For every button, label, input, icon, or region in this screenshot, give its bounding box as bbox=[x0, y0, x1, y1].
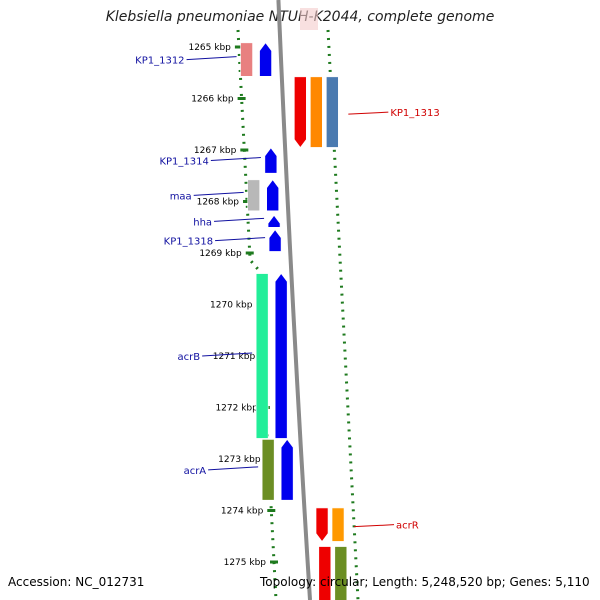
gene-label-leader bbox=[202, 352, 253, 357]
gene-label: acrR bbox=[396, 521, 419, 532]
scale-tick-label: 1275 kbp bbox=[224, 558, 267, 568]
gene-feature bbox=[259, 42, 272, 77]
scale-tick-label: 1266 kbp bbox=[191, 95, 234, 105]
gene-label-leader bbox=[215, 237, 266, 242]
gene-label: acrB bbox=[178, 352, 201, 363]
scale-tick-label: 1270 kbp bbox=[210, 301, 253, 311]
gene-label-leader bbox=[208, 466, 259, 471]
gene-feature bbox=[315, 507, 329, 542]
gene-label-leader bbox=[348, 111, 389, 115]
gene-feature bbox=[326, 76, 339, 148]
gene-label-leader bbox=[210, 157, 261, 162]
gene-label: maa bbox=[170, 191, 192, 202]
topology-text: Topology: circular; Length: 5,248,520 bp… bbox=[260, 575, 590, 589]
scale-tick-label: 1269 kbp bbox=[199, 249, 242, 259]
scale-tick-label: 1267 kbp bbox=[194, 146, 237, 156]
gene-feature bbox=[261, 439, 275, 501]
scale-tick-label: 1268 kbp bbox=[197, 198, 240, 208]
gene-feature bbox=[266, 179, 280, 212]
gene-label-leader bbox=[214, 217, 265, 222]
gene-feature bbox=[334, 546, 348, 600]
genome-backbone bbox=[276, 0, 312, 600]
scale-tick-label: 1273 kbp bbox=[218, 455, 261, 465]
gene-label-leader bbox=[354, 524, 395, 528]
gene-feature bbox=[247, 179, 261, 212]
scale-tick-label: 1272 kbp bbox=[215, 404, 258, 414]
gene-label: KP1_1314 bbox=[159, 157, 208, 168]
gene-feature bbox=[310, 76, 323, 148]
gene-label: KP1_1312 bbox=[135, 56, 184, 67]
scale-tick-label: 1271 kbp bbox=[213, 352, 256, 362]
gene-feature bbox=[274, 273, 288, 439]
gene-feature bbox=[318, 546, 332, 600]
gene-feature bbox=[331, 507, 345, 542]
gene-label-leader bbox=[186, 56, 237, 61]
scale-tick-label: 1274 kbp bbox=[221, 507, 264, 517]
gene-label: acrA bbox=[184, 466, 207, 477]
gene-feature bbox=[280, 438, 294, 501]
gene-feature bbox=[255, 273, 269, 439]
scale-tick-label: 1265 kbp bbox=[188, 43, 231, 53]
gene-feature bbox=[267, 214, 281, 228]
gene-feature bbox=[268, 229, 282, 252]
gene-feature bbox=[264, 147, 278, 174]
top-artifact bbox=[300, 8, 318, 30]
accession-text: Accession: NC_012731 bbox=[8, 575, 145, 589]
gene-label: KP1_1318 bbox=[164, 237, 213, 248]
gene-feature bbox=[240, 42, 253, 77]
gene-label: hha bbox=[193, 217, 212, 228]
gene-feature bbox=[294, 76, 307, 148]
gene-label: KP1_1313 bbox=[390, 108, 439, 119]
gene-label-leader bbox=[193, 191, 244, 196]
